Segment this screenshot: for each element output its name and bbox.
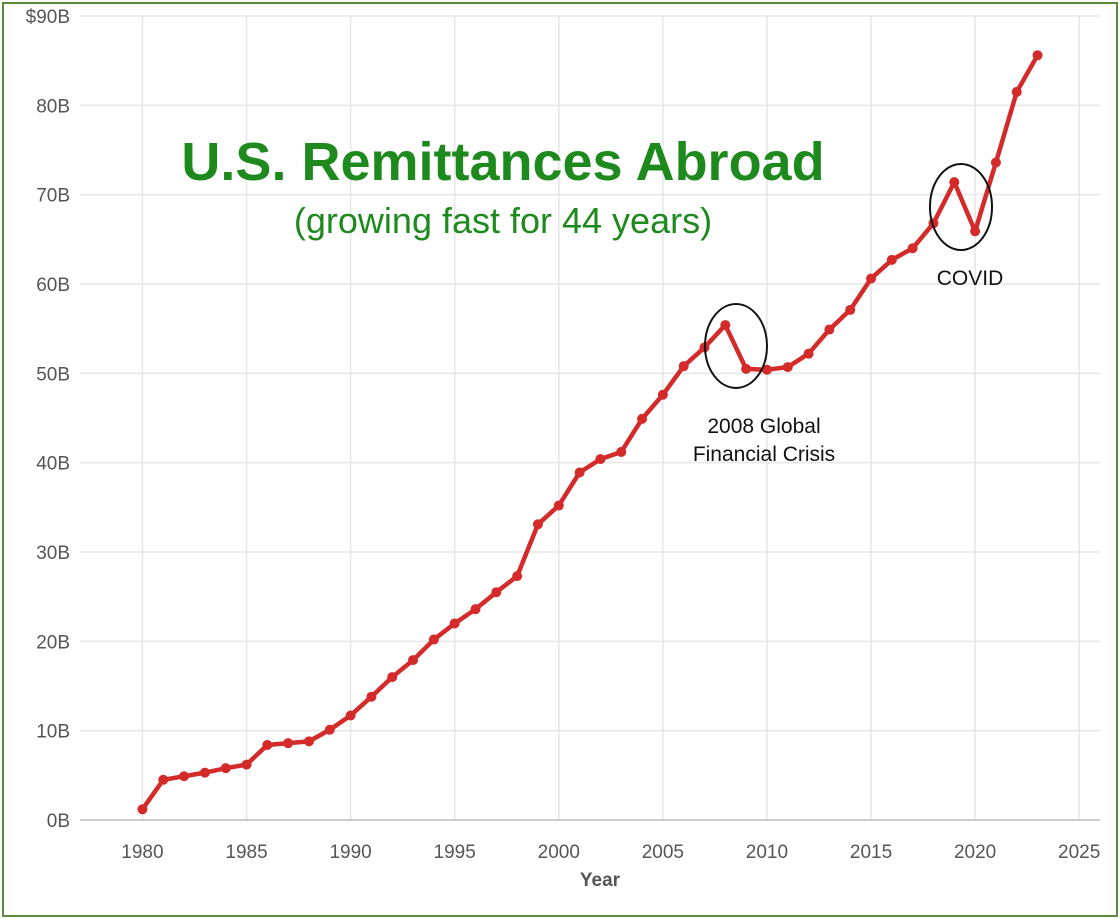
data-point <box>1032 50 1043 61</box>
x-tick-label: 1980 <box>121 842 163 863</box>
y-axis-ticks: 0B 10B 20B 30B 40B 50B 60B 70B 80B $90B <box>26 7 70 832</box>
annotation-label: COVID <box>937 267 1004 290</box>
data-point <box>886 254 897 265</box>
data-point <box>678 361 689 372</box>
data-point <box>761 364 772 375</box>
data-point <box>657 389 668 400</box>
annotation-label: Financial Crisis <box>693 443 835 466</box>
annotation-circle <box>929 163 993 251</box>
y-tick-label: 40B <box>36 454 70 475</box>
chart-title: U.S. Remittances Abroad <box>181 132 824 192</box>
x-axis-title: Year <box>580 870 621 891</box>
data-point <box>574 467 585 478</box>
x-tick-label: 2020 <box>954 842 996 863</box>
data-point <box>199 767 210 778</box>
data-point <box>491 587 502 598</box>
data-point <box>845 304 856 315</box>
y-tick-label: 0B <box>47 811 70 832</box>
x-axis-ticks: 1980 1985 1990 1995 2000 2005 2010 2015 2020 2025 <box>121 842 1100 863</box>
data-point <box>803 348 814 359</box>
data-point <box>1011 86 1022 97</box>
data-point <box>137 804 148 815</box>
series-remittances <box>137 50 1043 815</box>
y-tick-label: $90B <box>26 7 70 28</box>
data-point <box>553 500 564 511</box>
data-point <box>283 738 294 749</box>
x-tick-label: 2025 <box>1058 842 1100 863</box>
data-point <box>303 736 314 747</box>
data-point <box>970 226 981 237</box>
data-point <box>324 724 335 735</box>
x-tick-label: 1985 <box>225 842 267 863</box>
chart-subtitle: (growing fast for 44 years) <box>294 200 712 241</box>
data-point <box>470 604 481 615</box>
data-point <box>720 320 731 331</box>
y-tick-label: 70B <box>36 186 70 207</box>
data-point <box>532 519 543 530</box>
data-point <box>782 362 793 373</box>
data-point <box>512 571 523 582</box>
annotation-label: 2008 Global <box>707 415 820 438</box>
data-point <box>345 710 356 721</box>
data-point <box>262 739 273 750</box>
gridlines <box>80 15 1100 820</box>
x-tick-label: 2010 <box>746 842 788 863</box>
x-tick-label: 1990 <box>329 842 371 863</box>
annotation-circle <box>704 303 768 389</box>
data-point <box>595 454 606 465</box>
data-point <box>741 363 752 374</box>
data-point <box>241 759 252 770</box>
data-point <box>616 446 627 457</box>
data-point <box>428 634 439 645</box>
x-tick-label: 2015 <box>850 842 892 863</box>
y-tick-label: 10B <box>36 722 70 743</box>
data-point <box>408 655 419 666</box>
data-point <box>449 618 460 629</box>
y-tick-label: 30B <box>36 543 70 564</box>
y-tick-label: 20B <box>36 632 70 653</box>
data-point <box>387 672 398 683</box>
data-point <box>637 413 648 424</box>
data-point <box>179 771 190 782</box>
x-tick-label: 1995 <box>434 842 476 863</box>
data-point <box>158 774 169 785</box>
data-point <box>866 273 877 284</box>
data-point <box>824 324 835 335</box>
data-point <box>949 177 960 188</box>
data-point <box>366 691 377 702</box>
y-tick-label: 80B <box>36 96 70 117</box>
data-point <box>220 763 231 774</box>
y-tick-label: 50B <box>36 364 70 385</box>
data-point <box>990 157 1001 168</box>
annotations: 2008 Global Financial Crisis COVID <box>693 163 1004 466</box>
y-tick-label: 60B <box>36 275 70 296</box>
data-point <box>907 243 918 254</box>
x-tick-label: 2005 <box>642 842 684 863</box>
x-tick-label: 2000 <box>538 842 580 863</box>
